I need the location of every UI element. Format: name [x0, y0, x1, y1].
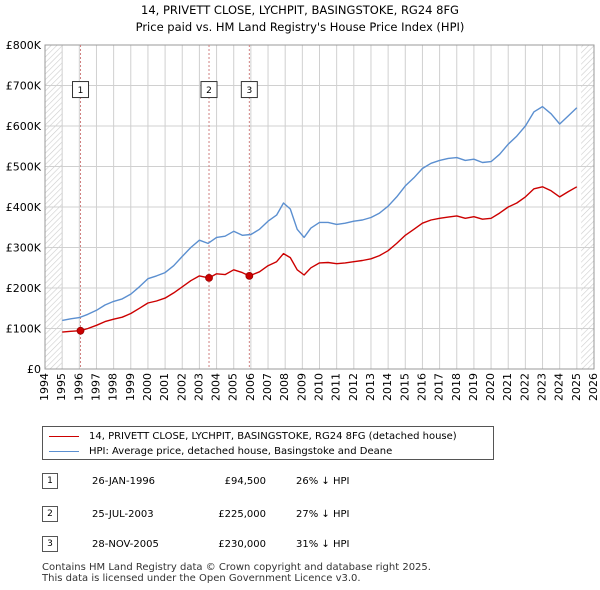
x-tick-label: 2003	[192, 373, 205, 401]
sale-label-number: 1	[78, 86, 84, 96]
x-tick-label: 2006	[244, 373, 257, 401]
x-tick-label: 2023	[536, 373, 549, 401]
x-tick-label: 1998	[107, 373, 120, 401]
sale-date: 25-JUL-2003	[92, 509, 154, 520]
x-tick-label: 2025	[570, 373, 583, 401]
x-tick-label: 2020	[484, 373, 497, 401]
legend-item-property: 14, PRIVETT CLOSE, LYCHPIT, BASINGSTOKE,…	[49, 430, 457, 444]
x-tick-label: 2009	[295, 373, 308, 401]
x-tick-label: 2004	[210, 373, 223, 401]
x-tick-label: 2016	[415, 373, 428, 401]
y-tick-label: £700K	[6, 80, 42, 93]
y-tick-label: £200K	[6, 282, 42, 295]
x-tick-label: 2013	[364, 373, 377, 401]
y-tick-label: £600K	[6, 120, 42, 133]
y-tick-label: £0	[27, 363, 41, 376]
x-tick-label: 1997	[89, 373, 102, 401]
sale-price: £230,000	[218, 539, 266, 550]
x-tick-label: 2005	[227, 373, 240, 401]
sale-point	[76, 326, 85, 335]
series-line-hpi	[62, 105, 578, 322]
sale-number-badge: 3	[42, 536, 58, 552]
footer-copyright: Contains HM Land Registry data © Crown c…	[42, 562, 431, 573]
legend-label-hpi: HPI: Average price, detached house, Basi…	[89, 446, 393, 457]
plot-frame	[44, 44, 595, 370]
footer: Contains HM Land Registry data © Crown c…	[42, 562, 431, 584]
sale-label-box	[240, 81, 258, 99]
y-tick-label: £100K	[6, 323, 42, 336]
series-line-property	[62, 186, 578, 333]
x-tick-label: 1995	[55, 373, 68, 401]
x-tick-label: 2017	[433, 373, 446, 401]
sale-number-badge: 1	[42, 473, 58, 489]
x-tick-label: 2007	[261, 373, 274, 401]
sale-hpi-diff: 26% ↓ HPI	[296, 476, 350, 487]
sale-number-badge: 2	[42, 506, 58, 522]
x-tick-label: 2026	[587, 373, 600, 401]
plot-area: £0 £100K £200K £300K £400K £500K £600K £700K £80…	[6, 39, 600, 401]
x-tick-label: 2012	[347, 373, 360, 401]
sale-hpi-diff: 31% ↓ HPI	[296, 539, 350, 550]
table-row: 3 28-NOV-2005 £230,000 31% ↓ HPI	[42, 536, 462, 554]
x-tick-label: 2014	[381, 373, 394, 401]
legend-item-hpi: HPI: Average price, detached house, Basi…	[49, 445, 392, 459]
legend: 14, PRIVETT CLOSE, LYCHPIT, BASINGSTOKE,…	[42, 426, 494, 460]
x-tick-label: 2021	[501, 373, 514, 401]
legend-swatch-property	[49, 435, 79, 437]
legend-label-property: 14, PRIVETT CLOSE, LYCHPIT, BASINGSTOKE,…	[89, 431, 457, 442]
sale-hpi-diff: 27% ↓ HPI	[296, 509, 350, 520]
x-tick-label: 2019	[467, 373, 480, 401]
y-tick-label: £400K	[6, 201, 42, 214]
x-tick-label: 1999	[124, 373, 137, 401]
x-tick-label: 2018	[450, 373, 463, 401]
legend-swatch-hpi	[49, 450, 79, 452]
x-tick-label: 2011	[330, 373, 343, 401]
y-tick-label: £500K	[6, 161, 42, 174]
x-tick-label: 2008	[278, 373, 291, 401]
sale-label-box	[72, 81, 90, 99]
x-tick-label: 2022	[518, 373, 531, 401]
chart-title: 14, PRIVETT CLOSE, LYCHPIT, BASINGSTOKE,…	[141, 3, 459, 17]
sale-price: £225,000	[218, 509, 266, 520]
price-chart: 14, PRIVETT CLOSE, LYCHPIT, BASINGSTOKE,…	[6, 3, 600, 401]
sale-date: 28-NOV-2005	[92, 539, 159, 550]
x-tick-label: 2015	[398, 373, 411, 401]
table-row: 1 26-JAN-1996 £94,500 26% ↓ HPI	[42, 473, 462, 491]
x-tick-label: 2002	[175, 373, 188, 401]
y-tick-label: £800K	[6, 39, 42, 52]
table-row: 2 25-JUL-2003 £225,000 27% ↓ HPI	[42, 506, 462, 524]
x-tick-label: 1994	[38, 373, 51, 401]
sale-date: 26-JAN-1996	[92, 476, 156, 487]
sale-label-box	[200, 81, 218, 99]
chart-subtitle: Price paid vs. HM Land Registry's House …	[136, 20, 465, 34]
sale-label-number: 3	[246, 86, 252, 96]
x-tick-label: 2001	[158, 373, 171, 401]
x-tick-label: 1996	[72, 373, 85, 401]
y-tick-label: £300K	[6, 242, 42, 255]
x-tick-label: 2000	[141, 373, 154, 401]
sale-label-number: 2	[206, 86, 212, 96]
sale-price: £94,500	[224, 476, 266, 487]
x-tick-label: 2010	[313, 373, 326, 401]
x-tick-label: 2024	[553, 373, 566, 401]
sale-point	[205, 273, 213, 282]
sale-point	[245, 271, 254, 280]
footer-licence: This data is licensed under the Open Gov…	[42, 573, 361, 584]
